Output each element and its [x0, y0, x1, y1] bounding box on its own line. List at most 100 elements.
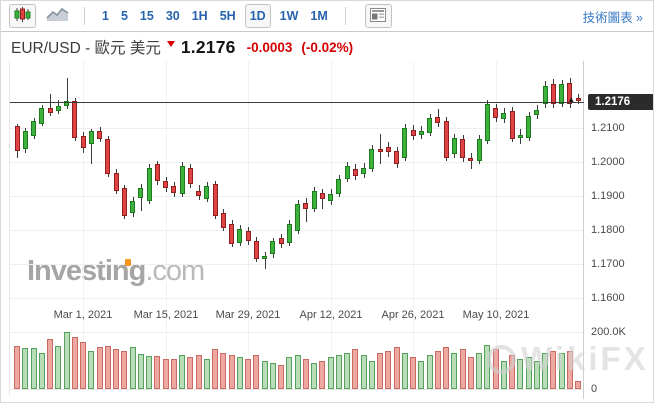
candle	[188, 168, 193, 184]
candlestick-chart-icon	[14, 7, 31, 25]
candle	[97, 131, 102, 139]
investing-watermark-orange-dot	[125, 259, 131, 266]
gridline	[248, 61, 249, 389]
candle	[378, 149, 383, 152]
gridline	[10, 332, 584, 333]
gridline	[10, 298, 584, 299]
timeframe-1m[interactable]: 1	[102, 9, 109, 23]
candle	[64, 101, 69, 106]
timeframe-1d[interactable]: 1D	[244, 4, 271, 28]
gridline	[413, 61, 414, 389]
gridline	[10, 264, 584, 265]
candle	[270, 241, 275, 254]
volume-bar	[295, 355, 301, 389]
volume-bar	[237, 357, 243, 389]
candle	[444, 121, 449, 158]
volume-bar	[385, 351, 391, 389]
toolbar-divider	[344, 7, 346, 25]
price-axis-label: 1.1900	[591, 190, 625, 202]
candle-wick	[471, 153, 472, 169]
volume-bar	[559, 353, 565, 389]
timeframe-5h[interactable]: 5H	[219, 9, 236, 23]
candle	[485, 104, 490, 141]
candle	[493, 108, 498, 118]
candle	[534, 110, 539, 115]
price-down-arrow-icon	[166, 40, 175, 47]
volume-bar	[245, 359, 251, 389]
candle	[147, 168, 152, 201]
timeframe-30m[interactable]: 30	[165, 9, 180, 23]
date-axis-label: Apr 12, 2021	[299, 309, 363, 321]
volume-bar	[154, 356, 160, 389]
last-price: 1.2176	[180, 36, 236, 57]
candle	[246, 231, 251, 241]
volume-bar	[171, 359, 177, 389]
candle	[435, 117, 440, 123]
price-plot-area[interactable]: ▴ Mar 1, 2021 Mar 15, 2021 Mar 29, 2021 Apr…	[9, 61, 584, 396]
candle-wick	[67, 78, 68, 109]
candle	[419, 131, 424, 135]
volume-bar	[534, 361, 540, 389]
volume-bar	[303, 359, 309, 389]
volume-bar	[22, 348, 28, 389]
timeframe-1h[interactable]: 1H	[191, 9, 208, 23]
volume-bar	[517, 359, 523, 389]
candle	[320, 193, 325, 199]
price-axis[interactable]: 1.2176 1.2100 1.2000 1.1900 1.1800 1.1700 1.1…	[583, 61, 653, 399]
technical-chart-link[interactable]: 技術圖表 »	[582, 10, 643, 25]
candle	[312, 191, 317, 209]
candle	[361, 168, 366, 174]
volume-bar	[14, 346, 20, 389]
candle	[303, 203, 308, 209]
current-price-tag: 1.2176	[588, 94, 653, 110]
timeframe-1w[interactable]: 1W	[279, 9, 299, 23]
candlestick-chart-button[interactable]	[9, 4, 36, 28]
price-axis-label: 1.2000	[591, 156, 625, 168]
line-chart-button[interactable]	[42, 4, 73, 28]
candle	[15, 126, 20, 151]
date-axis-label: Mar 1, 2021	[53, 309, 113, 321]
candle	[89, 131, 94, 144]
timeframe-1m-month[interactable]: 1M	[310, 9, 328, 23]
volume-bar	[72, 337, 78, 389]
volume-bar	[204, 359, 210, 389]
candle	[295, 204, 300, 231]
volume-bar	[451, 353, 457, 389]
volume-bar	[105, 346, 111, 389]
news-panel-button[interactable]	[364, 4, 392, 28]
instrument-name: EUR/USD - 歐元 美元	[11, 40, 161, 57]
price-axis-label: 1.1700	[591, 258, 625, 270]
candle	[171, 186, 176, 193]
candle	[452, 138, 457, 154]
candle	[551, 84, 556, 104]
candle	[386, 147, 391, 152]
volume-bar	[121, 351, 127, 389]
timeframe-15m[interactable]: 15	[139, 9, 154, 23]
news-panel-icon	[370, 7, 387, 25]
gridline	[10, 128, 584, 129]
candle	[369, 149, 374, 169]
volume-bar	[435, 351, 441, 389]
volume-bar	[220, 353, 226, 389]
candle	[39, 108, 44, 124]
volume-bar	[402, 353, 408, 389]
price-axis-label: 1.1600	[591, 292, 625, 304]
current-price-line	[10, 102, 584, 103]
volume-bar	[80, 342, 86, 389]
price-axis-label: 1.1800	[591, 224, 625, 236]
candle	[254, 241, 259, 259]
timeframe-5m[interactable]: 5	[120, 9, 128, 23]
volume-bar	[163, 359, 169, 389]
volume-bar	[113, 349, 119, 389]
candle	[510, 111, 515, 139]
candle	[229, 224, 234, 244]
volume-bar	[344, 353, 350, 389]
candle-wick	[91, 129, 92, 164]
volume-bar	[550, 351, 556, 389]
date-axis-label: Apr 26, 2021	[381, 309, 445, 321]
price-axis-label: 1.2100	[591, 122, 625, 134]
candle	[31, 121, 36, 136]
candle	[411, 130, 416, 136]
candle	[204, 186, 209, 199]
candle	[196, 191, 201, 196]
